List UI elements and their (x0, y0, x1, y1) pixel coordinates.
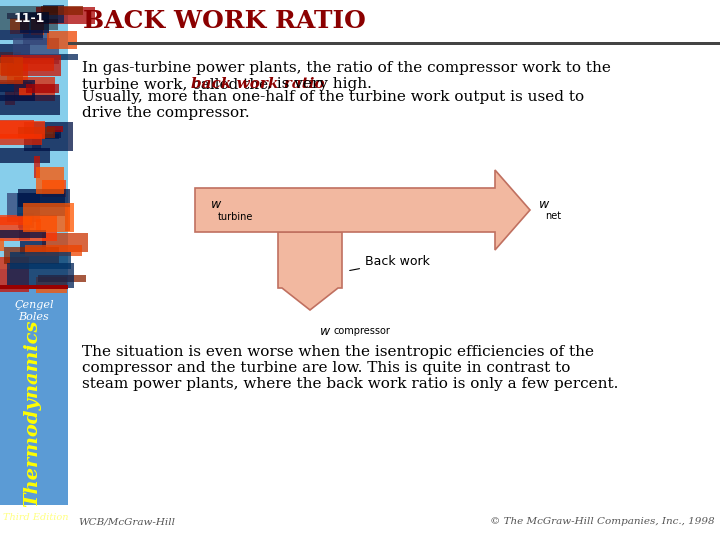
Text: $w$: $w$ (210, 198, 222, 211)
Text: $w$: $w$ (538, 199, 550, 212)
Bar (0, 57, 22, 84)
Text: compressor and the turbine are low. This is quite in contrast to: compressor and the turbine are low. This… (82, 361, 570, 375)
Bar (34, 156, 40, 178)
Bar (0, 30, 42, 40)
Text: net: net (545, 211, 561, 221)
Bar (27, 134, 59, 139)
Text: turbine work, called the: turbine work, called the (82, 77, 273, 91)
Text: WCB/McGraw-Hill: WCB/McGraw-Hill (78, 517, 175, 526)
Text: Usually, more than one-half of the turbine work output is used to: Usually, more than one-half of the turbi… (82, 90, 584, 104)
Bar (19, 88, 32, 96)
Bar (23, 202, 74, 232)
Text: © The McGraw-Hill Companies, Inc., 1998: © The McGraw-Hill Companies, Inc., 1998 (490, 517, 715, 526)
Bar (0, 239, 4, 251)
Bar (0, 215, 57, 241)
Bar (37, 8, 95, 24)
Bar (68, 42, 720, 45)
Bar (38, 275, 86, 282)
Bar (0, 0, 68, 287)
Bar (17, 193, 65, 216)
Bar (41, 6, 83, 15)
Text: Boles: Boles (19, 312, 50, 322)
Bar (7, 58, 28, 85)
Bar (23, 30, 49, 45)
Bar (14, 38, 58, 64)
Bar (0, 44, 30, 63)
Bar (32, 137, 41, 149)
Text: compressor: compressor (333, 326, 390, 336)
Bar (36, 167, 63, 194)
Bar (19, 223, 30, 240)
Text: 11-1: 11-1 (13, 11, 45, 24)
Bar (10, 18, 29, 34)
Bar (0, 6, 58, 30)
Bar (19, 241, 46, 254)
Bar (0, 121, 45, 139)
Bar (53, 131, 60, 138)
Bar (0, 52, 22, 75)
Bar (42, 180, 66, 197)
Bar (24, 122, 73, 151)
Bar (7, 193, 40, 222)
Bar (48, 126, 63, 132)
Bar (65, 205, 71, 231)
Text: Çengel: Çengel (14, 300, 54, 310)
Bar (0, 230, 46, 238)
Bar (36, 276, 68, 293)
Polygon shape (278, 232, 342, 310)
Bar (0, 82, 32, 92)
Polygon shape (195, 170, 530, 250)
Bar (0, 147, 50, 163)
Bar (14, 58, 54, 71)
Bar (18, 188, 70, 207)
Text: turbine: turbine (218, 212, 253, 222)
Text: back work ratio: back work ratio (191, 77, 324, 91)
Bar (0, 120, 34, 138)
Text: $w$: $w$ (319, 325, 331, 338)
Bar (0, 96, 60, 116)
Text: steam power plants, where the back work ratio is only a few percent.: steam power plants, where the back work … (82, 377, 618, 391)
Bar (10, 252, 71, 269)
Bar (0, 269, 30, 292)
Bar (1, 56, 61, 76)
Bar (31, 17, 44, 35)
Bar (4, 247, 59, 264)
Text: BACK WORK RATIO: BACK WORK RATIO (83, 9, 366, 33)
Bar (5, 91, 14, 105)
Bar (27, 84, 58, 93)
Text: drive the compressor.: drive the compressor. (82, 106, 250, 120)
Text: The situation is even worse when the isentropic efficiencies of the: The situation is even worse when the ise… (82, 345, 594, 359)
Bar (6, 263, 74, 288)
Bar (18, 213, 35, 227)
Text: Thermodynamics: Thermodynamics (23, 320, 41, 507)
Text: Back work: Back work (350, 255, 430, 271)
Bar (14, 77, 55, 102)
Bar (0, 134, 42, 145)
Bar (0, 285, 68, 289)
Bar (6, 13, 58, 19)
Bar (0, 256, 30, 269)
Bar (0, 217, 32, 225)
Bar (0, 80, 35, 101)
Text: , is very high.: , is very high. (266, 77, 372, 91)
Bar (18, 127, 55, 138)
Bar (0, 287, 68, 505)
Bar (14, 54, 78, 60)
Bar (42, 5, 64, 23)
Bar (25, 245, 82, 256)
Bar (42, 233, 88, 252)
Bar (36, 219, 42, 232)
Bar (19, 11, 49, 33)
Bar (68, 0, 720, 42)
Text: Third Edition: Third Edition (3, 514, 68, 523)
Bar (47, 31, 77, 49)
Text: In gas-turbine power plants, the ratio of the compressor work to the: In gas-turbine power plants, the ratio o… (82, 61, 611, 75)
